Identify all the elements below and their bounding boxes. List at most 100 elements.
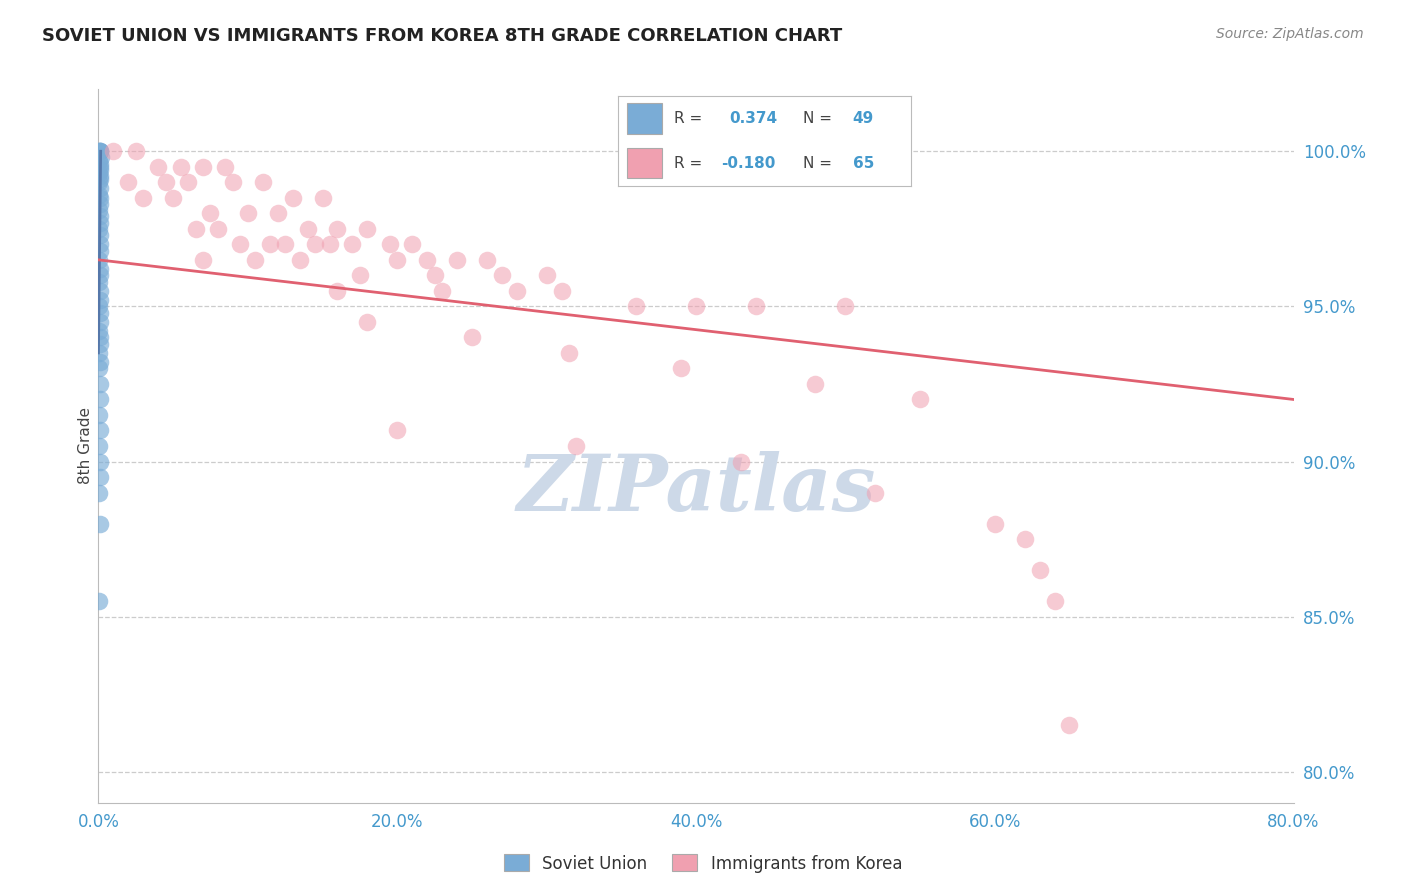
Point — [169, 160, 191, 174]
Point — [89, 346, 111, 360]
Point — [184, 222, 207, 236]
Point — [89, 145, 111, 159]
Text: SOVIET UNION VS IMMIGRANTS FROM KOREA 8TH GRADE CORRELATION CHART: SOVIET UNION VS IMMIGRANTS FROM KOREA 8T… — [42, 27, 842, 45]
Point — [1059, 718, 1081, 732]
Point — [89, 392, 111, 407]
Point — [89, 408, 111, 422]
Point — [311, 191, 333, 205]
Point — [685, 299, 707, 313]
Point — [252, 175, 274, 189]
Point — [89, 145, 111, 159]
Point — [416, 252, 439, 267]
Point — [148, 160, 170, 174]
Point — [207, 222, 229, 236]
Point — [730, 454, 752, 468]
Point — [1043, 594, 1066, 608]
Point — [834, 299, 856, 313]
Point — [274, 237, 297, 252]
Point — [89, 175, 111, 189]
Point — [326, 222, 349, 236]
Point — [89, 361, 111, 376]
Point — [423, 268, 446, 283]
Point — [288, 252, 311, 267]
Point — [191, 252, 214, 267]
Point — [89, 376, 111, 391]
Point — [89, 284, 111, 298]
Point — [356, 315, 378, 329]
Point — [550, 284, 572, 298]
Point — [89, 153, 111, 168]
Text: ZIPatlas: ZIPatlas — [516, 450, 876, 527]
Point — [89, 166, 111, 180]
Point — [89, 424, 111, 438]
Point — [259, 237, 281, 252]
Point — [446, 252, 468, 267]
Point — [155, 175, 177, 189]
Point — [908, 392, 931, 407]
Point — [89, 203, 111, 218]
Legend: Soviet Union, Immigrants from Korea: Soviet Union, Immigrants from Korea — [498, 847, 908, 880]
Point — [89, 305, 111, 319]
Point — [125, 145, 148, 159]
Point — [191, 160, 214, 174]
Point — [745, 299, 768, 313]
Point — [267, 206, 290, 220]
Point — [89, 216, 111, 230]
Point — [89, 275, 111, 289]
Point — [89, 262, 111, 277]
Point — [669, 361, 692, 376]
Point — [200, 206, 222, 220]
Point — [132, 191, 155, 205]
Point — [558, 346, 581, 360]
Point — [89, 191, 111, 205]
Point — [461, 330, 484, 344]
Point — [89, 181, 111, 195]
Point — [89, 156, 111, 170]
Point — [536, 268, 558, 283]
Point — [297, 222, 319, 236]
Point — [475, 252, 498, 267]
Point — [319, 237, 342, 252]
Point — [281, 191, 304, 205]
Point — [177, 175, 200, 189]
Point — [1014, 532, 1036, 546]
Point — [385, 424, 409, 438]
Point — [89, 160, 111, 174]
Point — [89, 210, 111, 224]
Point — [506, 284, 529, 298]
Point — [89, 315, 111, 329]
Point — [89, 169, 111, 183]
Point — [89, 145, 111, 159]
Point — [89, 172, 111, 186]
Point — [304, 237, 326, 252]
Point — [356, 222, 378, 236]
Point — [236, 206, 259, 220]
Point — [401, 237, 423, 252]
Point — [326, 284, 349, 298]
Point — [89, 145, 111, 159]
Point — [89, 244, 111, 258]
Point — [89, 222, 111, 236]
Point — [89, 162, 111, 177]
Point — [89, 516, 111, 531]
Point — [89, 324, 111, 338]
Text: Source: ZipAtlas.com: Source: ZipAtlas.com — [1216, 27, 1364, 41]
Point — [984, 516, 1007, 531]
Point — [89, 151, 111, 165]
Point — [89, 197, 111, 211]
Point — [229, 237, 252, 252]
Point — [89, 485, 111, 500]
Point — [214, 160, 236, 174]
Point — [349, 268, 371, 283]
Point — [565, 439, 588, 453]
Point — [378, 237, 401, 252]
Point — [89, 336, 111, 351]
Point — [89, 237, 111, 252]
Point — [89, 299, 111, 313]
Point — [103, 145, 125, 159]
Point — [89, 470, 111, 484]
Point — [89, 330, 111, 344]
Point — [430, 284, 453, 298]
Point — [89, 454, 111, 468]
Point — [89, 187, 111, 202]
